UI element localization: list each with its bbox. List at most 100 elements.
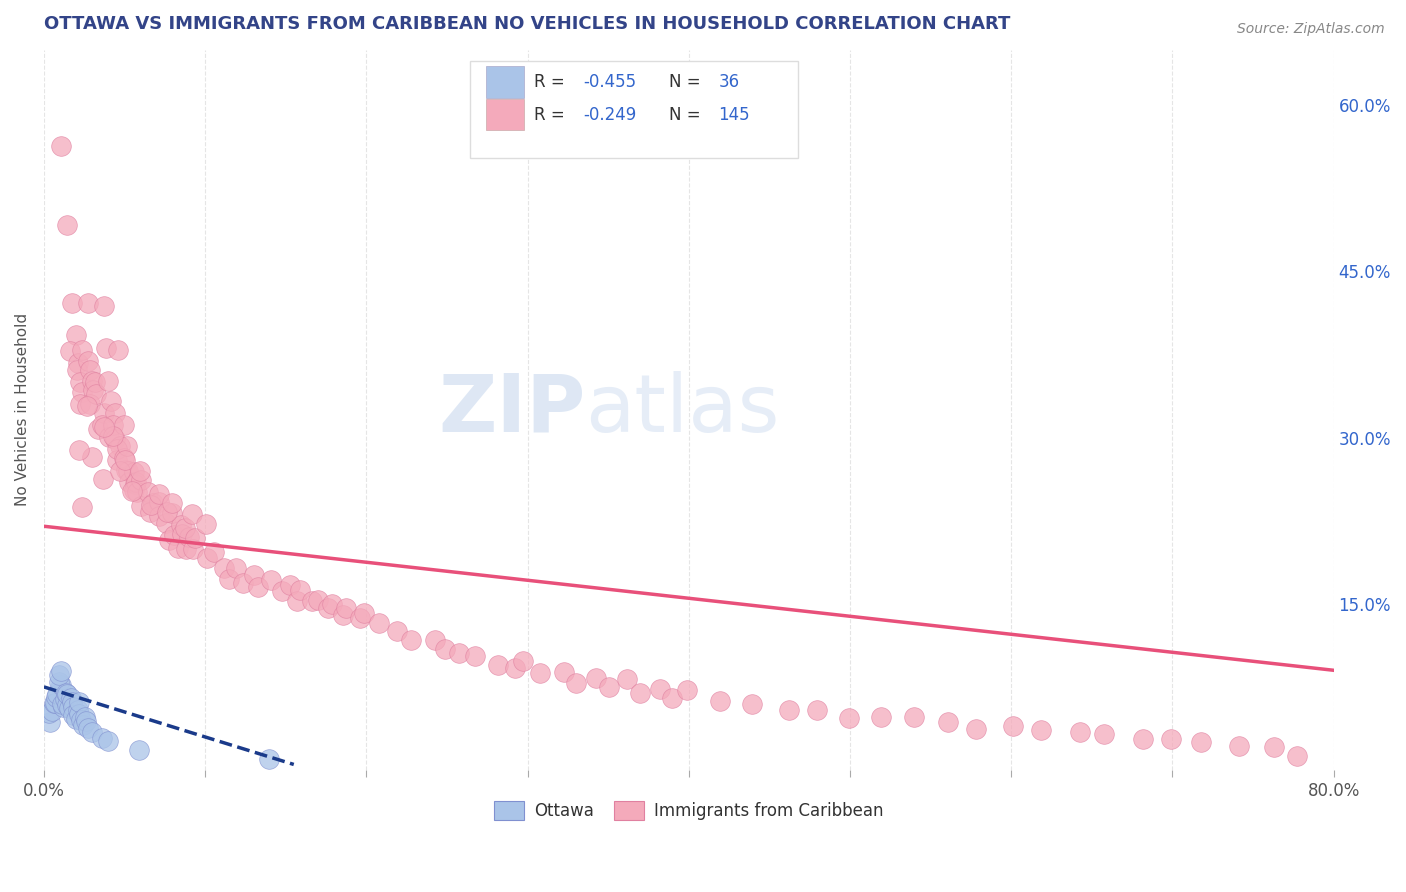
Point <box>180 507 202 521</box>
Point <box>585 671 607 685</box>
Point <box>83 375 105 389</box>
Point <box>46 687 69 701</box>
Point <box>162 506 184 520</box>
Point <box>86 387 108 401</box>
Point <box>72 384 94 399</box>
Point <box>195 551 218 566</box>
Point <box>62 707 84 722</box>
Point <box>598 680 620 694</box>
Point <box>163 528 186 542</box>
Point <box>148 487 170 501</box>
Point <box>75 714 97 728</box>
Point <box>82 374 104 388</box>
Point <box>157 533 180 548</box>
Text: N =: N = <box>669 105 706 124</box>
Point <box>107 343 129 358</box>
Point <box>661 691 683 706</box>
Point <box>125 475 148 490</box>
Point <box>741 698 763 712</box>
Point <box>1092 727 1115 741</box>
Point <box>118 475 141 489</box>
Point <box>464 649 486 664</box>
Point <box>257 752 280 766</box>
Point <box>353 606 375 620</box>
Point <box>101 417 124 432</box>
Point <box>401 632 423 647</box>
Point <box>335 601 357 615</box>
Point <box>114 463 136 477</box>
Point <box>38 706 60 720</box>
Point <box>67 707 90 722</box>
Point <box>82 383 104 397</box>
Point <box>62 699 84 714</box>
Point <box>56 687 79 701</box>
Point <box>93 419 115 434</box>
Point <box>91 472 114 486</box>
Point <box>65 328 87 343</box>
Point <box>38 714 60 729</box>
Point <box>69 397 91 411</box>
Point <box>155 516 177 531</box>
Point <box>108 439 131 453</box>
Point <box>709 693 731 707</box>
Point <box>553 665 575 679</box>
Point <box>67 703 90 717</box>
Point <box>131 500 153 514</box>
Point <box>70 500 93 515</box>
Point <box>114 450 136 465</box>
Point <box>60 691 83 706</box>
Point <box>67 695 90 709</box>
Point <box>449 646 471 660</box>
Point <box>128 743 150 757</box>
Point <box>806 703 828 717</box>
Point <box>166 541 188 555</box>
Point <box>1263 739 1285 754</box>
Point <box>212 561 235 575</box>
Point <box>77 721 100 735</box>
Point <box>1002 719 1025 733</box>
Point <box>82 725 104 739</box>
Point <box>778 703 800 717</box>
Point <box>97 374 120 388</box>
Point <box>52 700 75 714</box>
Point <box>110 464 132 478</box>
Point <box>76 296 98 310</box>
FancyBboxPatch shape <box>486 66 523 98</box>
Point <box>41 704 63 718</box>
Point <box>49 139 72 153</box>
Point <box>45 690 67 704</box>
Point <box>87 422 110 436</box>
Point <box>218 572 240 586</box>
Point <box>96 341 118 355</box>
Point <box>114 453 136 467</box>
Point <box>77 354 100 368</box>
Point <box>287 594 309 608</box>
Point <box>117 464 139 478</box>
Point <box>91 418 114 433</box>
Text: OTTAWA VS IMMIGRANTS FROM CARIBBEAN NO VEHICLES IN HOUSEHOLD CORRELATION CHART: OTTAWA VS IMMIGRANTS FROM CARIBBEAN NO V… <box>44 15 1011 33</box>
Point <box>160 496 183 510</box>
Point <box>174 521 197 535</box>
FancyBboxPatch shape <box>470 61 799 158</box>
Point <box>139 498 162 512</box>
Point <box>93 406 115 420</box>
Point <box>51 698 73 712</box>
Point <box>125 484 148 499</box>
Point <box>69 442 91 457</box>
Point <box>129 464 152 478</box>
Point <box>48 667 70 681</box>
Point <box>616 672 638 686</box>
Point <box>49 678 72 692</box>
Point <box>903 710 925 724</box>
Point <box>170 518 193 533</box>
Point <box>100 394 122 409</box>
Legend: Ottawa, Immigrants from Caribbean: Ottawa, Immigrants from Caribbean <box>488 794 890 827</box>
Point <box>139 506 162 520</box>
Point <box>565 676 588 690</box>
Point <box>1160 732 1182 747</box>
Point <box>486 657 509 672</box>
Point <box>1069 725 1091 739</box>
Point <box>529 665 551 680</box>
Point <box>142 495 165 509</box>
Point <box>307 593 329 607</box>
